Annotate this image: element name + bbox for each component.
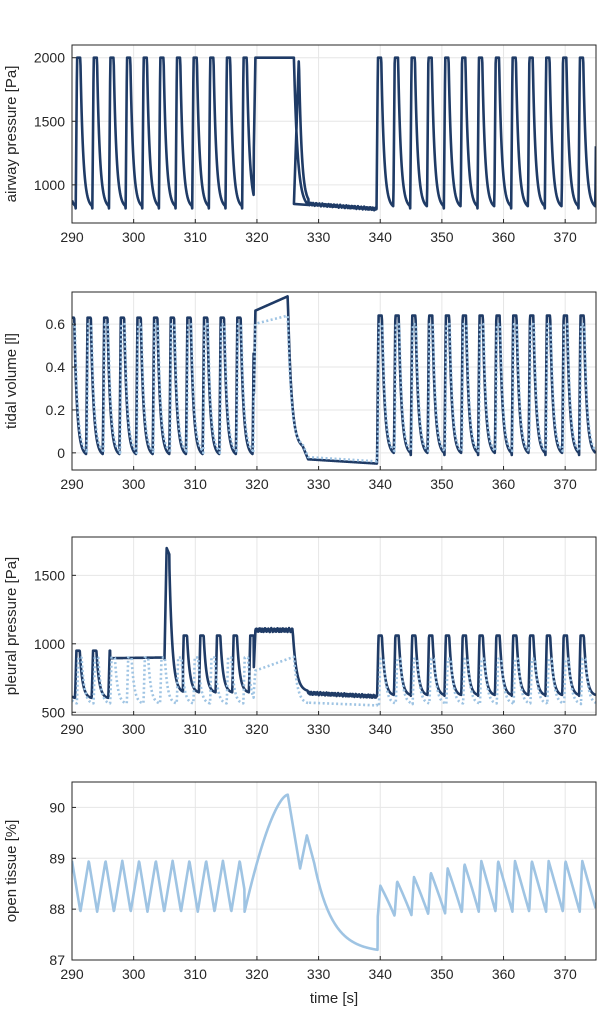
y-tick-label: 500 (42, 704, 66, 720)
series-line-1 (72, 546, 596, 700)
y-tick-label: 88 (49, 901, 65, 917)
x-tick-label: 370 (553, 721, 577, 737)
y-tick-label: 2000 (34, 50, 65, 66)
y-tick-label: 1500 (34, 113, 65, 129)
panel-4: 290 300 310 320 330 340 350 360 370 87 88 89 90 open … (3, 781, 597, 1007)
x-tick-label: 360 (492, 476, 516, 492)
x-tick-label: 290 (60, 966, 84, 982)
panel-2: 290 300 310 320 330 340 350 360 370 0 0.2 0.4 0.6 tid… (3, 291, 597, 492)
x-tick-label: 340 (369, 476, 393, 492)
panel-3: 290 300 310 320 330 340 350 360 370 500 1000 1500 pl… (3, 536, 597, 737)
x-tick-label: 360 (492, 966, 516, 982)
panel-1: 290 300 310 320 330 340 350 360 370 1000 1500 2000 a… (3, 44, 597, 245)
axes-frame (71, 44, 597, 224)
x-tick-label: 330 (307, 476, 331, 492)
x-tick-label: 300 (122, 721, 146, 737)
x-tick-label: 310 (184, 476, 208, 492)
series-line-2 (72, 655, 596, 707)
y-axis-label: pleural pressure [Pa] (3, 557, 20, 695)
x-tick-label: 320 (245, 229, 269, 245)
x-tick-label: 320 (245, 721, 269, 737)
x-tick-label: 300 (122, 476, 146, 492)
series-line-2 (72, 314, 596, 463)
x-tick-label: 290 (60, 721, 84, 737)
y-tick-label: 0.2 (46, 402, 66, 418)
x-tick-label: 350 (430, 721, 454, 737)
x-tick-label: 330 (307, 229, 331, 245)
y-tick-label: 89 (49, 850, 65, 866)
y-tick-label: 90 (49, 799, 65, 815)
x-tick-label: 300 (122, 229, 146, 245)
x-tick-label: 370 (553, 476, 577, 492)
series-line-1 (72, 56, 596, 212)
x-tick-label: 340 (369, 229, 393, 245)
y-tick-label: 1000 (34, 636, 65, 652)
y-tick-label: 0.4 (46, 359, 66, 375)
x-tick-label: 370 (553, 229, 577, 245)
x-tick-label: 340 (369, 966, 393, 982)
x-tick-label: 310 (184, 229, 208, 245)
y-axis-label: tidal volume [l] (3, 333, 20, 429)
x-tick-label: 330 (307, 966, 331, 982)
y-tick-label: 1000 (34, 177, 65, 193)
x-tick-label: 320 (245, 966, 269, 982)
x-tick-label: 350 (430, 229, 454, 245)
x-tick-label: 310 (184, 966, 208, 982)
series-line-1 (72, 295, 596, 465)
x-tick-label: 310 (184, 721, 208, 737)
x-tick-label: 350 (430, 966, 454, 982)
y-tick-label: 1500 (34, 567, 65, 583)
x-tick-label: 290 (60, 229, 84, 245)
x-tick-label: 290 (60, 476, 84, 492)
x-tick-label: 340 (369, 721, 393, 737)
y-axis-label: open tissue [%] (3, 820, 20, 923)
y-tick-label: 0.6 (46, 316, 66, 332)
y-tick-label: 0 (57, 445, 65, 461)
x-axis-label: time [s] (310, 990, 358, 1007)
y-axis-label: airway pressure [Pa] (3, 66, 20, 203)
x-tick-label: 350 (430, 476, 454, 492)
x-tick-label: 370 (553, 966, 577, 982)
axes-frame (71, 291, 597, 471)
x-tick-label: 360 (492, 229, 516, 245)
x-tick-label: 330 (307, 721, 331, 737)
x-tick-label: 320 (245, 476, 269, 492)
series-line-1 (72, 793, 596, 952)
y-tick-label: 87 (49, 952, 65, 968)
x-tick-label: 360 (492, 721, 516, 737)
axes-frame (71, 781, 597, 961)
x-tick-label: 300 (122, 966, 146, 982)
axes-frame (71, 536, 597, 716)
